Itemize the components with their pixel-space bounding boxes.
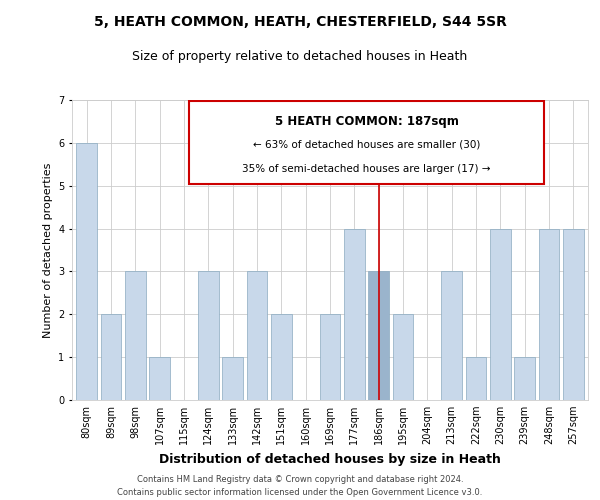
Text: Contains public sector information licensed under the Open Government Licence v3: Contains public sector information licen… (118, 488, 482, 497)
Text: ← 63% of detached houses are smaller (30): ← 63% of detached houses are smaller (30… (253, 140, 480, 150)
Y-axis label: Number of detached properties: Number of detached properties (43, 162, 53, 338)
Bar (149, 357, 170, 400)
Bar (563, 228, 584, 400)
Bar (125, 272, 146, 400)
Bar (368, 272, 389, 400)
X-axis label: Distribution of detached houses by size in Heath: Distribution of detached houses by size … (159, 452, 501, 466)
Bar (101, 314, 121, 400)
Bar (320, 314, 340, 400)
Bar (271, 314, 292, 400)
Text: 35% of semi-detached houses are larger (17) →: 35% of semi-detached houses are larger (… (242, 164, 491, 174)
Text: 5 HEATH COMMON: 187sqm: 5 HEATH COMMON: 187sqm (275, 114, 458, 128)
Bar (198, 272, 218, 400)
Bar (222, 357, 243, 400)
FancyBboxPatch shape (189, 102, 544, 184)
Bar (539, 228, 559, 400)
Bar (442, 272, 462, 400)
Bar (466, 357, 487, 400)
Bar (247, 272, 268, 400)
Bar (490, 228, 511, 400)
Bar (514, 357, 535, 400)
Bar (344, 228, 365, 400)
Text: Contains HM Land Registry data © Crown copyright and database right 2024.: Contains HM Land Registry data © Crown c… (137, 474, 463, 484)
Bar (76, 143, 97, 400)
Text: Size of property relative to detached houses in Heath: Size of property relative to detached ho… (133, 50, 467, 63)
Bar (392, 314, 413, 400)
Text: 5, HEATH COMMON, HEATH, CHESTERFIELD, S44 5SR: 5, HEATH COMMON, HEATH, CHESTERFIELD, S4… (94, 15, 506, 29)
